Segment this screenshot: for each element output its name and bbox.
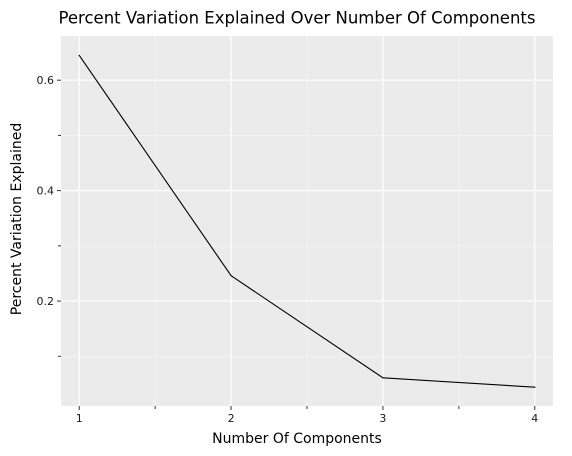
tick-labels: 1 2 3 4 0.2 0.4 0.6 bbox=[37, 74, 539, 425]
x-axis-title: Number Of Components bbox=[212, 431, 382, 447]
minor-gridlines bbox=[61, 36, 553, 406]
series-line-1 bbox=[78, 54, 535, 388]
data-point-3 bbox=[382, 377, 384, 379]
y-axis-title: Percent Variation Explained bbox=[9, 123, 25, 315]
data-point-1 bbox=[78, 54, 80, 56]
x-tick-label-3: 3 bbox=[379, 412, 386, 425]
y-tick-label-0.4: 0.4 bbox=[37, 185, 55, 198]
x-tick-label-2: 2 bbox=[228, 412, 235, 425]
x-tick-label-4: 4 bbox=[531, 412, 538, 425]
data-point-2 bbox=[230, 275, 232, 277]
x-tick-label-1: 1 bbox=[76, 412, 83, 425]
y-tick-label-0.2: 0.2 bbox=[37, 295, 55, 308]
data-point-4 bbox=[534, 386, 536, 388]
major-gridlines bbox=[61, 36, 553, 406]
series-layer bbox=[78, 54, 536, 388]
y-tick-label-0.6: 0.6 bbox=[37, 74, 55, 87]
chart-title: Percent Variation Explained Over Number … bbox=[59, 9, 536, 28]
axis-ticks bbox=[57, 79, 536, 410]
